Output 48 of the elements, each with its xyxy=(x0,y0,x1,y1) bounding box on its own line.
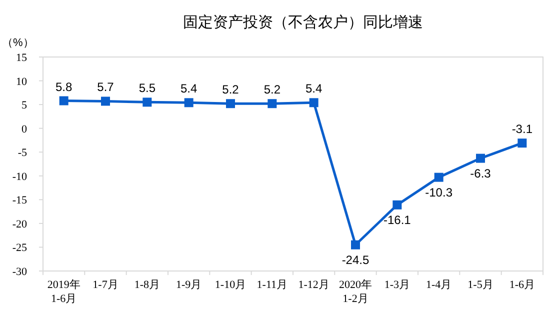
x-tick-label: 1-4月 xyxy=(426,279,452,291)
point xyxy=(59,96,68,106)
data-label: -16.1 xyxy=(383,212,412,227)
point xyxy=(476,154,485,163)
point xyxy=(268,99,277,108)
y-tick-label: -30 xyxy=(12,266,28,278)
y-tick-label: -5 xyxy=(18,147,28,160)
data-label: -6.3 xyxy=(470,166,492,180)
point xyxy=(226,99,235,108)
point xyxy=(351,240,360,250)
y-tick-label: -20 xyxy=(12,218,28,230)
y-tick-label: 15 xyxy=(16,52,28,64)
data-label: 5.8 xyxy=(55,80,72,94)
x-tick-label: 1-6月 xyxy=(509,279,536,291)
x-tick-label: 2020年 1-2月 xyxy=(339,279,372,305)
point xyxy=(434,172,444,182)
chart-title: 固定资产投资（不含农户）同比增速 xyxy=(183,14,423,31)
y-tick-label: -10 xyxy=(12,170,28,183)
point xyxy=(309,98,318,108)
x-tick-label: 1-10月 xyxy=(214,279,246,291)
y-tick-label: -25 xyxy=(12,242,28,254)
y-tick-label: 0 xyxy=(22,123,28,136)
y-tick-label: 10 xyxy=(16,76,28,88)
data-label: -10.3 xyxy=(425,185,453,200)
point xyxy=(518,138,527,148)
x-tick-label: 2019年 1-6月 xyxy=(47,279,80,305)
data-label: -3.1 xyxy=(512,122,533,136)
x-tick-label: 1-11月 xyxy=(256,279,288,291)
y-tick-label: 5 xyxy=(22,100,28,112)
x-tick-label: 1-7月 xyxy=(92,279,118,291)
x-tick-label: 1-8月 xyxy=(134,279,160,291)
x-tick-label: 1-3月 xyxy=(384,279,410,291)
data-label: 5.4 xyxy=(180,82,198,96)
data-label: 5.2 xyxy=(264,82,281,97)
data-label: 5.2 xyxy=(222,82,240,97)
data-label: 5.4 xyxy=(305,82,322,96)
x-tick-label: 1-12月 xyxy=(298,279,330,291)
data-label: -24.5 xyxy=(342,252,370,267)
point xyxy=(142,98,152,107)
point xyxy=(392,200,402,210)
x-tick-label: 1-9月 xyxy=(176,279,202,291)
y-tick-label: -15 xyxy=(12,194,28,207)
point xyxy=(101,96,110,106)
data-label: 5.7 xyxy=(97,80,114,94)
y-axis-title: （%） xyxy=(2,37,34,49)
point xyxy=(184,98,194,108)
data-label: 5.5 xyxy=(138,81,156,96)
x-tick-label: 1-5月 xyxy=(468,279,494,291)
